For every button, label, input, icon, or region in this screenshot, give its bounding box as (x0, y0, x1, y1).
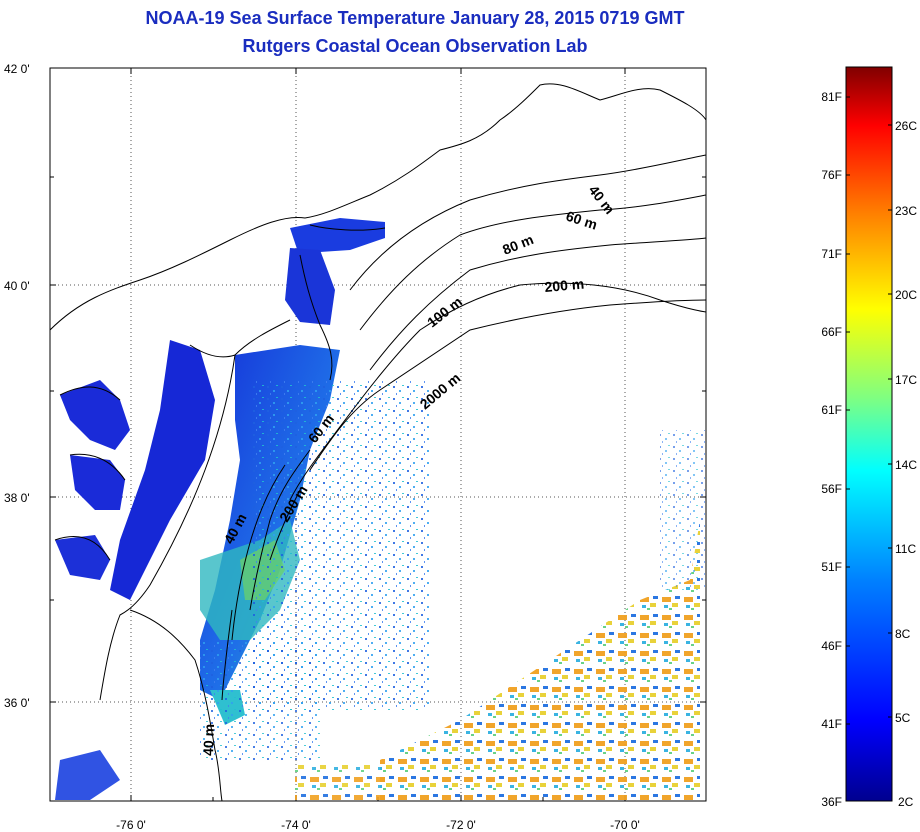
cb-label-23c: 23C (895, 204, 917, 218)
cb-label-61f: 61F (821, 403, 842, 417)
cb-label-76f: 76F (821, 168, 842, 182)
cb-label-14c: 14C (895, 458, 917, 472)
lat-label-42: 42 0' (4, 62, 30, 76)
title-line1: NOAA-19 Sea Surface Temperature January … (145, 8, 685, 28)
colorbar-celsius-labels: 26C 23C 20C 17C 14C 11C 8C 5C 2C (895, 119, 917, 809)
lat-label-40: 40 0' (4, 279, 30, 293)
bathymetry-contours (221, 154, 707, 701)
lon-label-76: -76 0' (116, 818, 146, 832)
lon-labels: -76 0' -74 0' -72 0' -70 0' (116, 818, 640, 832)
cb-label-5c: 5C (895, 711, 911, 725)
title-line2: Rutgers Coastal Ocean Observation Lab (242, 36, 588, 56)
cb-label-20c: 20C (895, 288, 917, 302)
colorbar-fahrenheit-labels: 81F 76F 71F 66F 61F 56F 51F 46F 41F 36F (821, 90, 842, 809)
sst-overlay (55, 218, 706, 800)
lat-label-36: 36 0' (4, 696, 30, 710)
cb-label-41f: 41F (821, 717, 842, 731)
cb-label-66f: 66F (821, 325, 842, 339)
cb-label-17c: 17C (895, 373, 917, 387)
lon-label-72: -72 0' (446, 818, 476, 832)
coastline (49, 83, 707, 802)
colorbar-ticks (846, 96, 892, 725)
colorbar (845, 66, 893, 802)
lat-label-38: 38 0' (4, 491, 30, 505)
cb-label-36f: 36F (821, 795, 842, 809)
cb-label-51f: 51F (821, 560, 842, 574)
cb-label-46f: 46F (821, 639, 842, 653)
lon-label-70: -70 0' (610, 818, 640, 832)
cb-label-71f: 71F (821, 247, 842, 261)
cb-label-11c: 11C (895, 542, 916, 556)
lon-label-74: -74 0' (281, 818, 311, 832)
contour-label-200m-ne: 200 m (544, 276, 585, 295)
cb-label-56f: 56F (821, 482, 842, 496)
contour-label-40m-south: 40 m (200, 724, 217, 756)
lat-labels: 42 0' 40 0' 38 0' 36 0' (4, 62, 30, 710)
cb-label-81f: 81F (821, 90, 842, 104)
cb-label-26c: 26C (895, 119, 917, 133)
cb-label-8c: 8C (895, 627, 911, 641)
cb-label-2c: 2C (898, 795, 914, 809)
